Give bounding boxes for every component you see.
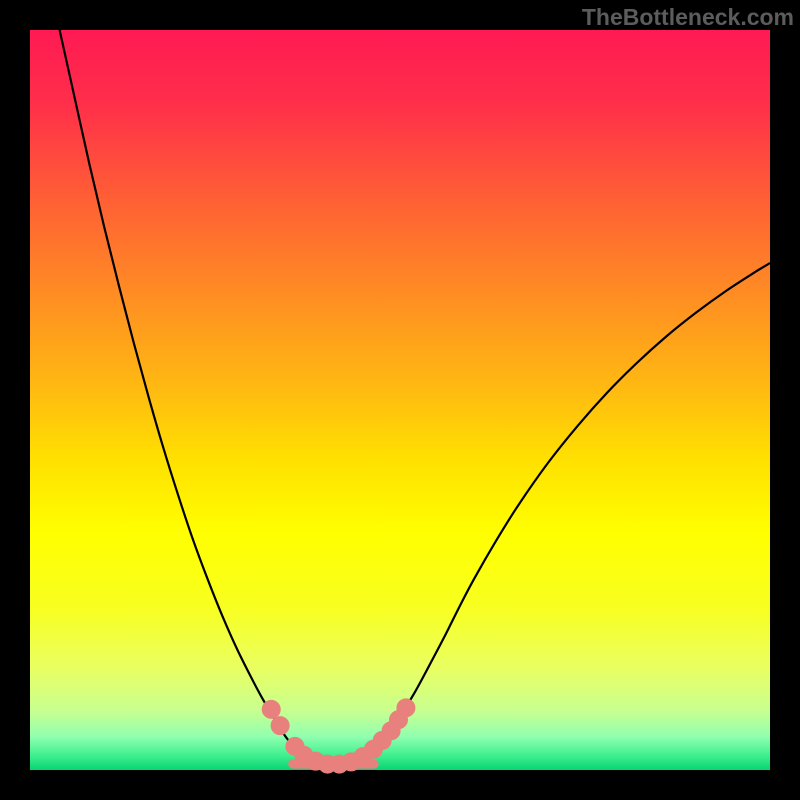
plot-background: [30, 30, 770, 770]
data-marker: [397, 699, 415, 717]
bottleneck-chart: TheBottleneck.com: [0, 0, 800, 800]
data-marker: [271, 717, 289, 735]
data-marker: [262, 700, 280, 718]
chart-svg: [0, 0, 800, 800]
